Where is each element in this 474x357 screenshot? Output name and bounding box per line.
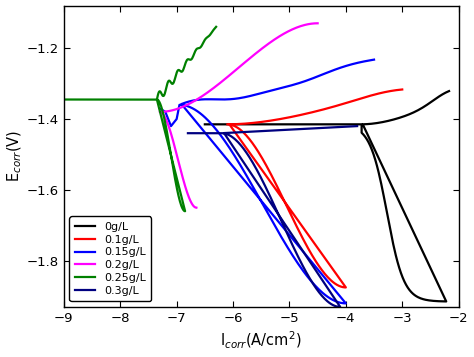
0.2g/L xyxy=(264,43,270,47)
0.15g/L xyxy=(157,106,163,111)
0.1g/L xyxy=(325,106,330,110)
0g/L xyxy=(202,122,208,126)
0.25g/L xyxy=(167,149,173,153)
0.2g/L xyxy=(297,24,302,29)
0.1g/L xyxy=(400,87,405,92)
0g/L xyxy=(284,122,290,126)
0g/L xyxy=(443,299,449,303)
0.3g/L xyxy=(233,130,238,135)
0.25g/L xyxy=(213,25,219,30)
0.3g/L xyxy=(198,131,204,135)
0.2g/L xyxy=(174,153,180,157)
0.15g/L xyxy=(283,243,289,248)
0.2g/L xyxy=(313,21,319,25)
0.3g/L xyxy=(269,199,275,203)
0.3g/L xyxy=(316,290,322,295)
0.3g/L xyxy=(272,205,278,209)
0.1g/L xyxy=(230,124,236,128)
0.15g/L xyxy=(343,301,349,306)
0.25g/L xyxy=(182,209,188,213)
0.2g/L xyxy=(315,21,320,25)
0.1g/L xyxy=(268,172,274,177)
0.25g/L xyxy=(61,97,67,102)
0.25g/L xyxy=(213,25,219,29)
0.3g/L xyxy=(354,124,360,128)
0.15g/L xyxy=(371,57,377,62)
Y-axis label: E$_{corr}$(V): E$_{corr}$(V) xyxy=(6,130,24,182)
X-axis label: I$_{corr}$(A/cm$^2$): I$_{corr}$(A/cm$^2$) xyxy=(220,330,302,351)
0.25g/L xyxy=(141,97,146,102)
0.15g/L xyxy=(208,97,214,101)
0.1g/L xyxy=(273,117,279,122)
0g/L xyxy=(385,119,391,123)
Line: 0.15g/L: 0.15g/L xyxy=(160,60,374,303)
0g/L xyxy=(306,122,311,126)
Legend: 0g/L, 0.1g/L, 0.15g/L, 0.2g/L, 0.25g/L, 0.3g/L: 0g/L, 0.1g/L, 0.15g/L, 0.2g/L, 0.25g/L, … xyxy=(69,216,151,301)
0.1g/L xyxy=(283,116,289,120)
Line: 0.25g/L: 0.25g/L xyxy=(64,27,216,211)
0.15g/L xyxy=(347,62,353,67)
Line: 0.1g/L: 0.1g/L xyxy=(228,90,402,287)
0.25g/L xyxy=(190,55,196,59)
0.1g/L xyxy=(343,285,349,290)
0.3g/L xyxy=(185,131,191,135)
Line: 0g/L: 0g/L xyxy=(205,91,449,301)
0g/L xyxy=(446,89,452,93)
0.15g/L xyxy=(352,61,357,66)
Line: 0.2g/L: 0.2g/L xyxy=(160,23,318,208)
0.25g/L xyxy=(192,49,198,53)
0.1g/L xyxy=(225,122,230,126)
0.15g/L xyxy=(258,198,264,203)
0.25g/L xyxy=(205,35,211,39)
0.2g/L xyxy=(269,39,275,43)
0g/L xyxy=(419,106,424,110)
0g/L xyxy=(335,122,340,126)
Line: 0.3g/L: 0.3g/L xyxy=(188,126,357,307)
0.1g/L xyxy=(298,233,304,237)
0.2g/L xyxy=(193,206,199,210)
0.3g/L xyxy=(267,129,273,133)
0.3g/L xyxy=(337,305,343,309)
0.2g/L xyxy=(157,110,163,114)
0.15g/L xyxy=(190,106,195,110)
0g/L xyxy=(399,273,405,277)
